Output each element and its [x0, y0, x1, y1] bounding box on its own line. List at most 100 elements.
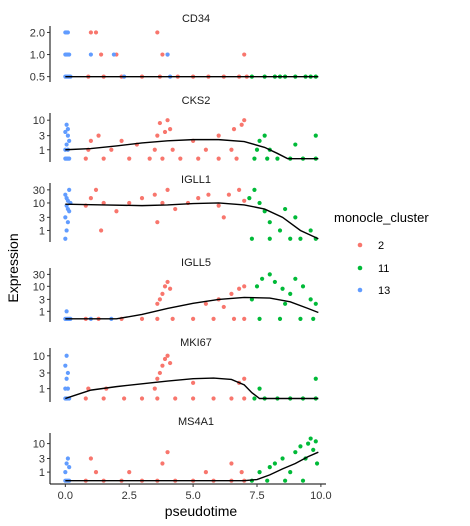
- point-cluster-2: [160, 461, 165, 466]
- point-cluster-2: [239, 122, 244, 127]
- point-cluster-2: [196, 156, 201, 161]
- point-cluster-11: [254, 284, 260, 289]
- point-cluster-2: [160, 363, 165, 368]
- y-tick-label: 3: [39, 368, 45, 380]
- point-cluster-2: [119, 138, 124, 143]
- point-cluster-2: [155, 316, 160, 321]
- point-cluster-11: [280, 456, 285, 461]
- panel-cd34: CD34 0.5 1.0 2.0: [30, 13, 319, 84]
- point-cluster-13: [65, 133, 70, 138]
- point-cluster-2: [170, 147, 175, 152]
- point-cluster-2: [127, 200, 132, 206]
- x-tick-label: 2.5: [122, 490, 137, 502]
- y-tick-label: 1: [39, 145, 45, 157]
- point-cluster-13: [63, 129, 68, 135]
- panel-cks2: CKS2 1 3 10: [33, 95, 319, 162]
- point-cluster-11: [300, 284, 306, 289]
- point-cluster-2: [101, 200, 106, 206]
- point-cluster-2: [83, 396, 88, 401]
- legend-swatch: [357, 287, 363, 293]
- x-axis-title: pseudotime: [165, 503, 238, 519]
- point-cluster-2: [157, 120, 162, 126]
- point-cluster-2: [168, 360, 173, 366]
- point-cluster-2: [191, 380, 196, 385]
- point-cluster-2: [237, 286, 242, 291]
- point-cluster-11: [288, 291, 293, 296]
- point-cluster-2: [229, 461, 234, 466]
- point-cluster-2: [101, 396, 106, 401]
- point-cluster-13: [65, 30, 70, 35]
- point-cluster-13: [64, 228, 69, 233]
- y-tick-label: 1: [39, 306, 45, 318]
- point-cluster-11: [254, 147, 260, 152]
- point-cluster-2: [155, 376, 160, 381]
- point-cluster-11: [313, 301, 318, 306]
- point-cluster-13: [64, 353, 69, 358]
- point-cluster-13: [64, 461, 69, 466]
- point-cluster-13: [67, 464, 72, 470]
- point-cluster-2: [168, 286, 173, 291]
- trend-line: [65, 451, 319, 482]
- y-tick-label: 10: [33, 115, 45, 127]
- point-cluster-13: [65, 386, 70, 391]
- x-tick-label: 5.0: [185, 490, 200, 502]
- point-cluster-2: [173, 396, 178, 401]
- point-cluster-11: [249, 297, 254, 302]
- point-cluster-2: [211, 316, 216, 321]
- facet-panels: CD340.51.02.0CKS21310IGLL1131030IGLL5131…: [30, 13, 320, 484]
- point-cluster-13: [64, 309, 69, 314]
- point-cluster-2: [234, 156, 239, 161]
- point-cluster-2: [196, 196, 201, 201]
- point-cluster-2: [242, 52, 247, 57]
- point-cluster-2: [229, 291, 234, 296]
- point-cluster-2: [165, 353, 170, 358]
- point-cluster-2: [139, 196, 145, 201]
- point-cluster-11: [247, 196, 252, 201]
- point-cluster-11: [313, 439, 318, 444]
- point-cluster-11: [308, 436, 313, 441]
- point-cluster-2: [242, 284, 247, 289]
- point-cluster-2: [239, 470, 244, 475]
- panel-title: CD34: [182, 13, 210, 25]
- point-cluster-2: [203, 301, 208, 306]
- point-cluster-11: [267, 464, 272, 470]
- point-cluster-11: [313, 133, 318, 138]
- point-cluster-11: [313, 376, 318, 381]
- point-cluster-11: [306, 441, 311, 446]
- point-cluster-13: [111, 52, 116, 57]
- point-cluster-2: [139, 396, 145, 401]
- point-cluster-2: [231, 127, 237, 132]
- point-cluster-2: [231, 316, 237, 321]
- point-cluster-11: [308, 228, 313, 233]
- point-cluster-13: [64, 142, 69, 147]
- point-cluster-13: [63, 192, 68, 197]
- point-cluster-2: [165, 450, 170, 455]
- panel-title: IGLL5: [181, 257, 211, 269]
- point-cluster-2: [96, 133, 101, 138]
- point-cluster-2: [178, 156, 183, 161]
- point-cluster-11: [314, 461, 320, 466]
- point-cluster-13: [67, 138, 72, 143]
- point-cluster-13: [64, 52, 69, 57]
- point-cluster-2: [160, 291, 165, 296]
- y-tick-label: 2.0: [30, 27, 45, 39]
- point-cluster-2: [173, 206, 178, 212]
- point-cluster-11: [257, 386, 262, 391]
- point-cluster-2: [88, 138, 93, 143]
- point-cluster-2: [229, 396, 234, 401]
- point-cluster-2: [155, 396, 160, 401]
- point-cluster-11: [267, 220, 272, 225]
- panel-ms4a1: MS4A1 13 10: [33, 416, 320, 484]
- legend-swatch: [357, 265, 363, 271]
- y-tick-label: 0.5: [30, 72, 45, 84]
- point-cluster-13: [63, 215, 68, 220]
- point-cluster-2: [203, 470, 208, 475]
- point-cluster-13: [67, 156, 72, 161]
- point-cluster-11: [280, 286, 285, 291]
- point-cluster-2: [206, 192, 211, 197]
- point-cluster-13: [63, 363, 68, 368]
- point-cluster-11: [265, 478, 270, 483]
- panel-mki67: MKI67 1 3 10: [33, 337, 319, 402]
